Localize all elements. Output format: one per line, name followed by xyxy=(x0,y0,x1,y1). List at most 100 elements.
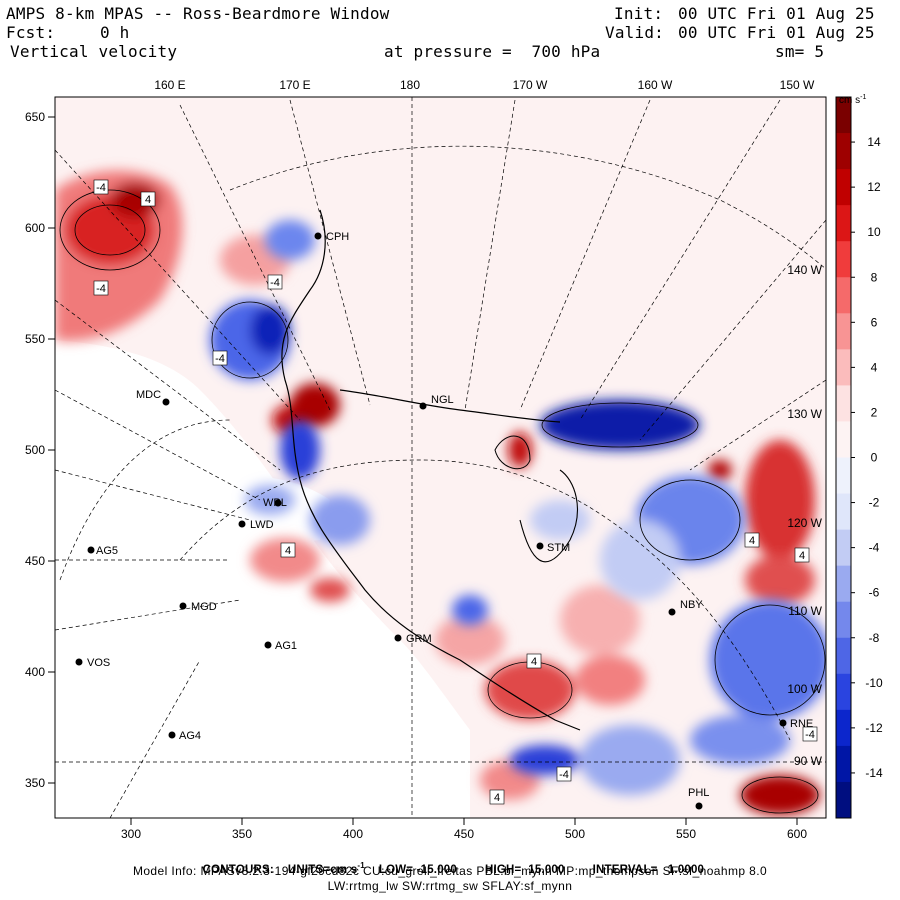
terrain-mask xyxy=(55,340,470,818)
x-tick-label: 450 xyxy=(454,827,474,841)
station-label: AG4 xyxy=(179,730,201,742)
init-label: Init: xyxy=(614,4,664,23)
colorbar-tick-label: -2 xyxy=(869,496,880,510)
colorbar-tick-label: 12 xyxy=(867,180,881,194)
longitude-label: 120 W xyxy=(787,516,822,530)
colorbar-cell xyxy=(836,493,851,531)
y-tick-label: 650 xyxy=(25,110,45,124)
colorbar-cell xyxy=(836,133,851,170)
colorbar-cell xyxy=(836,709,851,747)
field-shading xyxy=(55,97,826,818)
colorbar-cell xyxy=(836,169,851,206)
contours-info: CONTOURS: UNITS=cm s-1 LOW= -15.000 HIGH= 1… xyxy=(0,849,900,876)
colorbar-cell xyxy=(836,277,851,314)
longitude-label: 170 E xyxy=(279,78,310,92)
init-time: 00 UTC Fri 01 Aug 25 xyxy=(678,4,875,23)
colorbar-cell xyxy=(836,241,851,278)
station-label: NBY xyxy=(680,599,703,611)
valid-time: 00 UTC Fri 01 Aug 25 xyxy=(678,23,875,42)
longitude-label: 160 E xyxy=(154,78,185,92)
colorbar-cell xyxy=(836,97,851,134)
station-label: VOS xyxy=(87,657,110,669)
axis-ticks xyxy=(48,116,798,825)
colorbar-tick-label: 10 xyxy=(867,225,881,239)
contour-label: 4 xyxy=(494,792,500,804)
longitude-label: 100 W xyxy=(787,682,822,696)
colorbar-tick-label: -4 xyxy=(869,541,880,555)
contours-low: LOW= -15.000 xyxy=(378,863,457,876)
colorbar-tick-label: 0 xyxy=(871,451,878,465)
contour-label: 4 xyxy=(145,194,151,206)
model-info: Model Info: MPASv8.2.3-194-gf29cd82c CU:… xyxy=(132,864,768,878)
colorbar-tick-label: 14 xyxy=(867,135,881,149)
colorbar-cell xyxy=(836,637,851,675)
x-tick-label: 500 xyxy=(565,827,585,841)
longitude-label: 110 W xyxy=(788,604,822,618)
station-label: STM xyxy=(547,542,570,554)
longitude-label: 130 W xyxy=(787,407,822,421)
station-label: WPL xyxy=(263,497,287,509)
y-tick-label: 400 xyxy=(25,665,45,679)
station-label: PHL xyxy=(688,787,709,799)
contour-label: 4 xyxy=(749,535,755,547)
colorbar-cell xyxy=(836,385,851,422)
y-tick-label: 350 xyxy=(25,776,45,790)
colorbar-cell xyxy=(836,601,851,639)
colorbar-cell xyxy=(836,205,851,242)
colorbar xyxy=(836,97,851,819)
smoothing-value: sm= 5 xyxy=(775,42,825,61)
longitude-label: 160 W xyxy=(638,78,673,92)
contour-label: -4 xyxy=(805,729,815,741)
y-tick-label: 600 xyxy=(25,221,45,235)
colorbar-tick-label: 8 xyxy=(871,270,878,284)
colorbar-tick-label: -10 xyxy=(865,676,883,690)
forecast-label: Fcst: xyxy=(6,23,56,42)
colorbar-tick-label: 6 xyxy=(871,315,878,329)
colorbar-tick-label: 4 xyxy=(871,360,878,374)
contours-interval: INTERVAL= 1.0000 xyxy=(592,863,705,876)
colorbar-tick-label: 2 xyxy=(871,405,878,419)
physics-info: LW:rrtmg_lw SW:rrtmg_sw SFLAY:sf_mynn xyxy=(327,879,573,893)
station-label: MGD xyxy=(191,601,217,613)
colorbar-units: cm s-1 xyxy=(839,94,866,106)
longitude-label: 170 W xyxy=(513,78,548,92)
longitude-label: 150 W xyxy=(780,78,815,92)
colorbar-tick-label: -14 xyxy=(865,766,883,780)
station-label: LWD xyxy=(250,519,274,531)
contour-label: -4 xyxy=(215,353,225,365)
station-label: AG1 xyxy=(275,640,297,652)
map-border xyxy=(54,96,827,819)
contours-label: CONTOURS: xyxy=(202,863,274,876)
colorbar-cell xyxy=(836,529,851,567)
valid-label: Valid: xyxy=(605,23,664,42)
contour-label: -4 xyxy=(96,283,106,295)
colorbar-tick-label: -8 xyxy=(869,631,880,645)
contour-label: -4 xyxy=(96,182,106,194)
y-tick-label: 500 xyxy=(25,443,45,457)
station-markers: CPH NGL MDC AG5 MGD AG1 VOS AG4 LWD WPL … xyxy=(75,231,813,810)
map-title: AMPS 8-km MPAS -- Ross-Beardmore Window xyxy=(6,4,390,23)
x-tick-label: 600 xyxy=(787,827,807,841)
contours-high: HIGH= 15.000 xyxy=(484,863,565,876)
contour-label: 4 xyxy=(531,656,537,668)
contour-label: -4 xyxy=(559,769,569,781)
colorbar-cell xyxy=(836,745,851,783)
station-label: MDC xyxy=(136,389,161,401)
field-name: Vertical velocity xyxy=(10,42,178,61)
colorbar-cell xyxy=(836,457,851,495)
x-tick-label: 300 xyxy=(121,827,141,841)
contour-label: 4 xyxy=(285,545,291,557)
longitude-label: 180 xyxy=(400,78,420,92)
colorbar-cell xyxy=(836,349,851,386)
x-tick-label: 550 xyxy=(676,827,696,841)
colorbar-tick-label: -6 xyxy=(869,586,880,600)
colorbar-cell xyxy=(836,565,851,603)
station-label: AG5 xyxy=(96,545,118,557)
contours-units: UNITS=cm s-1 xyxy=(287,861,365,876)
contour-label: -4 xyxy=(270,277,280,289)
contour-label: 4 xyxy=(799,550,805,562)
colorbar-cell xyxy=(836,781,851,819)
pressure-level: at pressure = 700 hPa xyxy=(384,42,601,61)
y-tick-label: 450 xyxy=(25,554,45,568)
